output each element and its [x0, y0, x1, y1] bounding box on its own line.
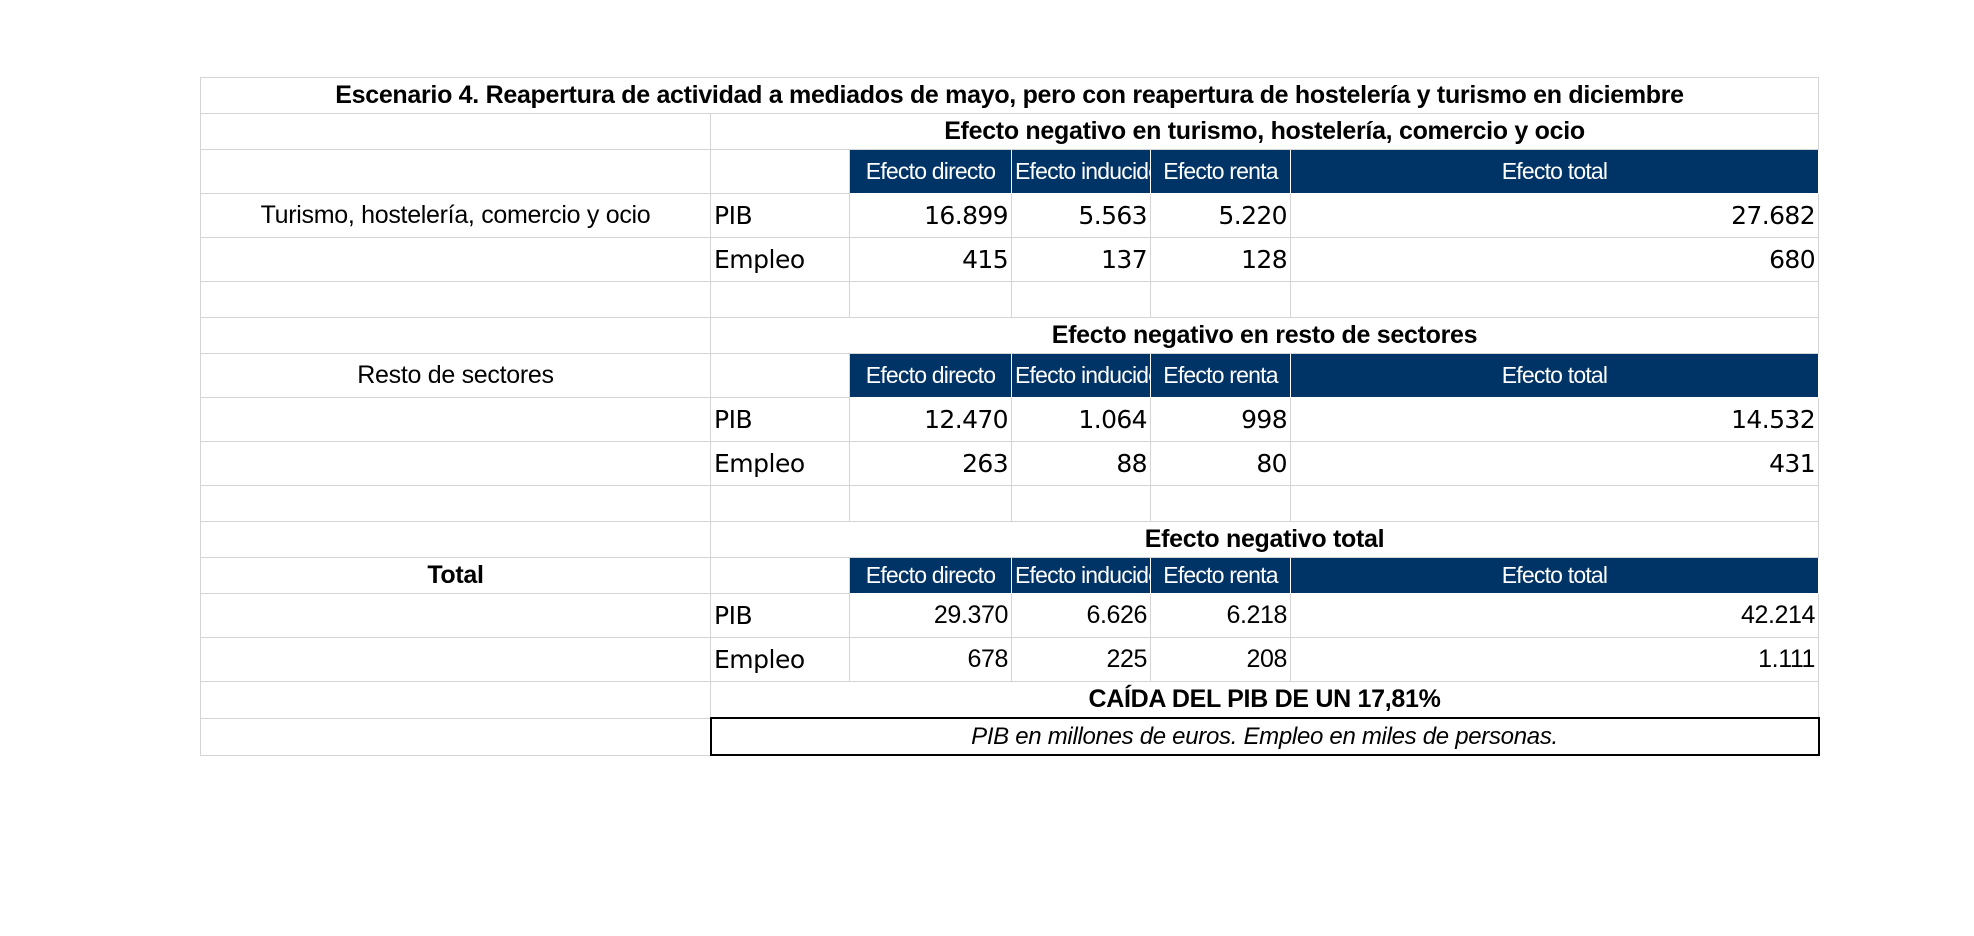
value-cell: 88 — [1011, 441, 1151, 486]
units-footnote: PIB en millones de euros. Empleo en mile… — [709, 717, 1820, 756]
table-row: Empleo 678 225 208 1.111 — [200, 637, 1820, 682]
empty-cell — [849, 281, 1012, 318]
value-cell: 14.532 — [1289, 397, 1820, 442]
value-cell: 1.064 — [1011, 397, 1151, 442]
empty-cell — [1011, 281, 1151, 318]
table-row: Turismo, hostelería, comercio y ocio PIB… — [200, 193, 1820, 238]
value-cell: 431 — [1289, 441, 1820, 486]
empty-cell — [1150, 485, 1291, 522]
footnote-row: PIB en millones de euros. Empleo en mile… — [200, 717, 1820, 756]
header-efecto-inducido: Efecto inducido — [1011, 149, 1151, 194]
table-row: Empleo 415 137 128 680 — [200, 237, 1820, 282]
empty-cell — [200, 637, 711, 682]
table-title: Escenario 4. Reapertura de actividad a m… — [199, 77, 1820, 114]
section-heading-total: Efecto negativo total — [709, 521, 1820, 558]
section-heading-row: Efecto negativo total — [200, 521, 1820, 558]
empty-cell — [200, 441, 711, 486]
spacer-row — [200, 485, 1820, 522]
empty-cell — [710, 485, 850, 522]
header-efecto-inducido: Efecto inducido — [1011, 353, 1151, 398]
metric-label: Empleo — [710, 237, 850, 282]
metric-label: PIB — [710, 593, 850, 638]
header-efecto-directo: Efecto directo — [849, 149, 1012, 194]
metric-label: Empleo — [710, 637, 850, 682]
section-heading-turismo: Efecto negativo en turismo, hostelería, … — [709, 113, 1820, 150]
section-label-turismo: Turismo, hostelería, comercio y ocio — [200, 193, 711, 238]
value-cell: 678 — [849, 637, 1012, 682]
header-efecto-inducido: Efecto inducido — [1011, 557, 1151, 594]
value-cell: 5.563 — [1011, 193, 1151, 238]
empty-cell — [200, 397, 711, 442]
table-row: Empleo 263 88 80 431 — [200, 441, 1820, 486]
table-row: PIB 29.370 6.626 6.218 42.214 — [200, 593, 1820, 638]
value-cell: 6.626 — [1011, 593, 1151, 638]
value-cell: 128 — [1150, 237, 1291, 282]
metric-label: Empleo — [710, 441, 850, 486]
value-cell: 998 — [1150, 397, 1291, 442]
empty-cell — [1289, 485, 1820, 522]
empty-cell — [200, 237, 711, 282]
summary-row: CAÍDA DEL PIB DE UN 17,81% — [200, 681, 1820, 719]
empty-cell — [200, 717, 711, 756]
gdp-drop-summary: CAÍDA DEL PIB DE UN 17,81% — [709, 681, 1820, 719]
empty-cell — [1150, 281, 1291, 318]
section-heading-resto: Efecto negativo en resto de sectores — [709, 317, 1820, 354]
value-cell: 5.220 — [1150, 193, 1291, 238]
empty-cell — [849, 485, 1012, 522]
empty-cell — [200, 593, 711, 638]
value-cell: 1.111 — [1289, 637, 1820, 682]
empty-cell — [200, 485, 711, 522]
metric-label: PIB — [710, 193, 850, 238]
value-cell: 12.470 — [849, 397, 1012, 442]
value-cell: 16.899 — [849, 193, 1012, 238]
header-efecto-total: Efecto total — [1289, 557, 1820, 594]
empty-cell — [1011, 485, 1151, 522]
section-heading-row: Efecto negativo en turismo, hostelería, … — [200, 113, 1820, 150]
metric-label: PIB — [710, 397, 850, 442]
header-efecto-renta: Efecto renta — [1150, 149, 1291, 194]
value-cell: 263 — [849, 441, 1012, 486]
scenario-table: Escenario 4. Reapertura de actividad a m… — [199, 77, 1820, 756]
empty-cell — [200, 149, 711, 194]
section-label-resto: Resto de sectores — [200, 353, 711, 398]
value-cell: 208 — [1150, 637, 1291, 682]
header-efecto-directo: Efecto directo — [849, 353, 1012, 398]
value-cell: 42.214 — [1289, 593, 1820, 638]
value-cell: 6.218 — [1150, 593, 1291, 638]
header-efecto-renta: Efecto renta — [1150, 353, 1291, 398]
column-header-row: Resto de sectores Efecto directo Efecto … — [200, 353, 1820, 398]
header-efecto-total: Efecto total — [1289, 353, 1820, 398]
column-header-row: Total Efecto directo Efecto inducido Efe… — [200, 557, 1820, 594]
value-cell: 27.682 — [1289, 193, 1820, 238]
empty-cell — [200, 281, 711, 318]
empty-cell — [1289, 281, 1820, 318]
column-header-row: Efecto directo Efecto inducido Efecto re… — [200, 149, 1820, 194]
value-cell: 80 — [1150, 441, 1291, 486]
spacer-row — [200, 281, 1820, 318]
value-cell: 137 — [1011, 237, 1151, 282]
value-cell: 415 — [849, 237, 1012, 282]
header-efecto-directo: Efecto directo — [849, 557, 1012, 594]
value-cell: 29.370 — [849, 593, 1012, 638]
empty-cell — [710, 281, 850, 318]
empty-cell — [710, 149, 850, 194]
empty-cell — [200, 317, 711, 354]
section-heading-row: Efecto negativo en resto de sectores — [200, 317, 1820, 354]
header-efecto-renta: Efecto renta — [1150, 557, 1291, 594]
empty-cell — [200, 681, 711, 719]
table-row: PIB 12.470 1.064 998 14.532 — [200, 397, 1820, 442]
header-efecto-total: Efecto total — [1289, 149, 1820, 194]
title-row: Escenario 4. Reapertura de actividad a m… — [199, 77, 1820, 114]
value-cell: 680 — [1289, 237, 1820, 282]
empty-cell — [200, 521, 711, 558]
section-label-total: Total — [200, 557, 711, 594]
empty-cell — [710, 557, 850, 594]
empty-cell — [200, 113, 711, 150]
empty-cell — [710, 353, 850, 398]
value-cell: 225 — [1011, 637, 1151, 682]
